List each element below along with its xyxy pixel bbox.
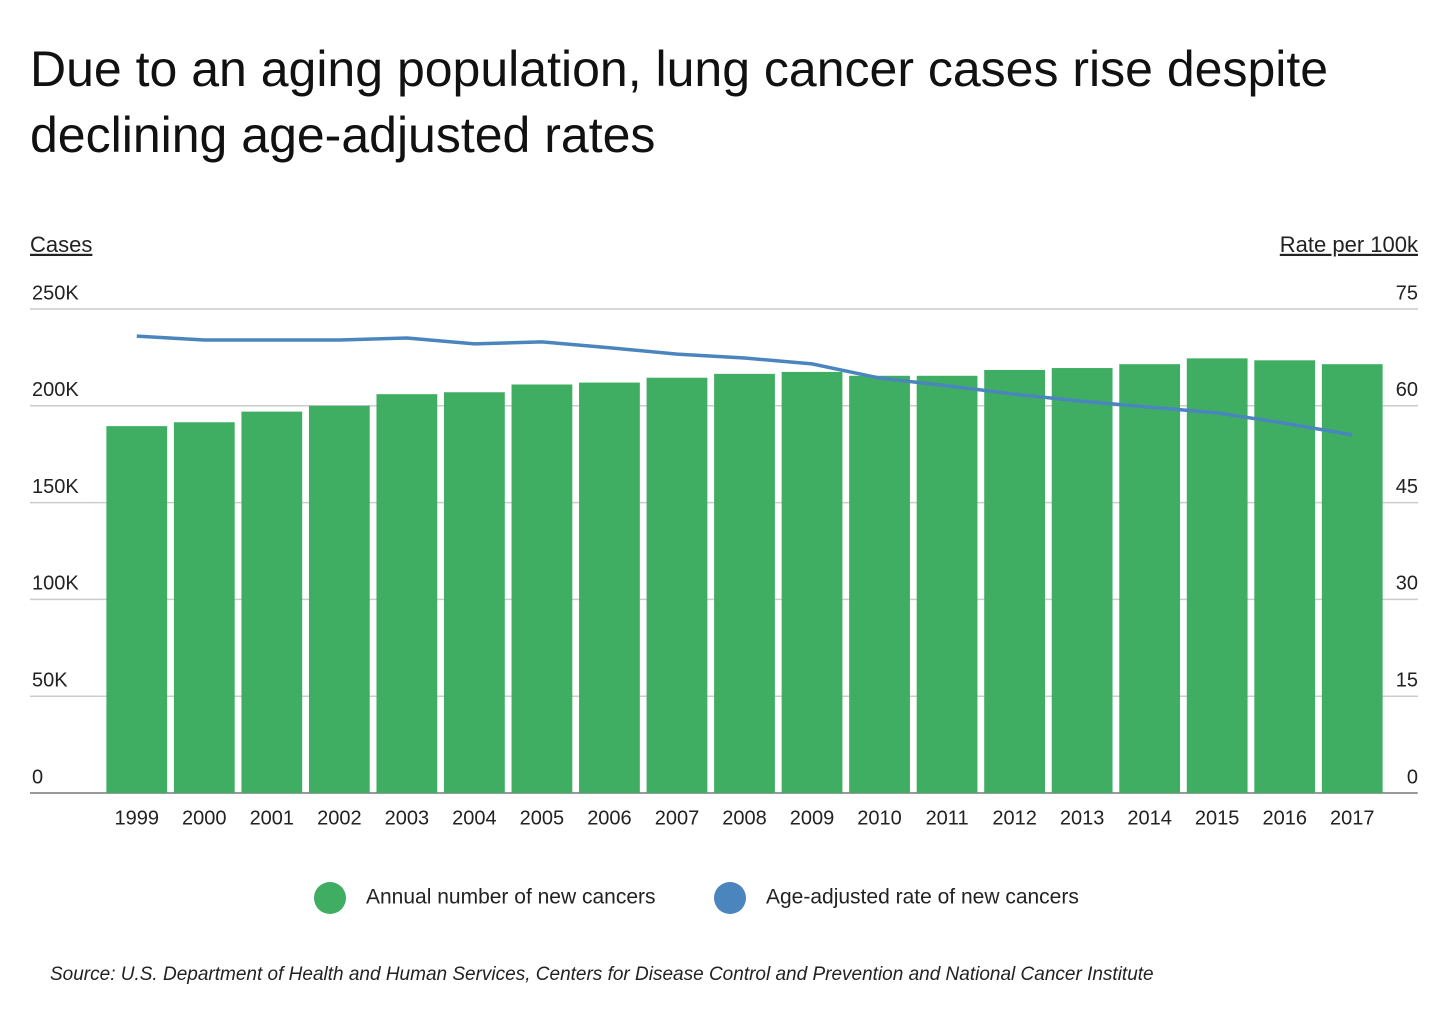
y-axis-title: Cases <box>30 232 92 257</box>
bar <box>916 375 978 793</box>
y-tick-label: 150K <box>32 476 79 498</box>
legend-label: Age-adjusted rate of new cancers <box>766 886 1079 909</box>
y2-tick-label: 75 <box>1396 282 1418 304</box>
bar <box>781 371 843 793</box>
y2-tick-label: 30 <box>1396 573 1418 595</box>
bar <box>1186 358 1248 793</box>
bar <box>241 411 303 793</box>
y2-tick-label: 45 <box>1396 476 1418 498</box>
x-tick-label: 2009 <box>790 807 835 829</box>
bar <box>646 377 708 793</box>
y2-tick-label: 0 <box>1407 766 1418 788</box>
x-tick-label: 2000 <box>182 807 227 829</box>
bar <box>849 375 910 793</box>
x-tick-label: 2007 <box>655 807 700 829</box>
y-tick-label: 200K <box>32 379 79 401</box>
legend-marker <box>314 882 346 914</box>
bar <box>511 384 573 793</box>
legend-marker <box>714 882 746 914</box>
line <box>136 334 1353 437</box>
y-tick-label: 100K <box>32 573 79 595</box>
bar <box>106 426 168 793</box>
x-tick-label: 1999 <box>115 807 160 829</box>
bar <box>173 422 235 793</box>
bar <box>1051 368 1113 793</box>
x-tick-label: 2017 <box>1330 807 1375 829</box>
chart-title: Due to an aging population, lung cancer … <box>30 41 1329 163</box>
bar <box>714 373 775 793</box>
source-note: Source: U.S. Department of Health and Hu… <box>50 964 1154 985</box>
x-tick-label: 2016 <box>1262 807 1307 829</box>
y2-tick-label: 60 <box>1396 379 1418 401</box>
x-tick-label: 2001 <box>250 807 295 829</box>
x-tick-label: 2006 <box>587 807 632 829</box>
legend-label: Annual number of new cancers <box>366 886 656 909</box>
bar <box>1321 364 1383 793</box>
x-tick-label: 2004 <box>452 807 497 829</box>
y-tick-label: 0 <box>32 766 43 788</box>
x-tick-label: 2005 <box>520 807 565 829</box>
bar <box>1119 364 1181 793</box>
x-tick-label: 2014 <box>1127 807 1172 829</box>
x-tick-label: 2011 <box>926 807 969 829</box>
bar <box>1254 360 1316 793</box>
x-tick-label: 2008 <box>722 807 767 829</box>
bar <box>376 394 438 793</box>
x-tick-label: 2015 <box>1195 807 1240 829</box>
bar <box>444 392 505 793</box>
bar <box>308 405 370 793</box>
bar <box>984 369 1045 793</box>
y2-axis-title: Rate per 100k <box>1280 232 1419 257</box>
y-tick-label: 250K <box>32 282 79 304</box>
x-tick-label: 2002 <box>317 807 362 829</box>
x-tick-label: 2013 <box>1060 807 1105 829</box>
bar <box>579 382 640 793</box>
x-tick-label: 2010 <box>857 807 902 829</box>
x-tick-label: 2012 <box>992 807 1037 829</box>
y-tick-label: 50K <box>32 669 68 691</box>
y2-tick-label: 15 <box>1396 669 1418 691</box>
x-tick-label: 2003 <box>385 807 430 829</box>
